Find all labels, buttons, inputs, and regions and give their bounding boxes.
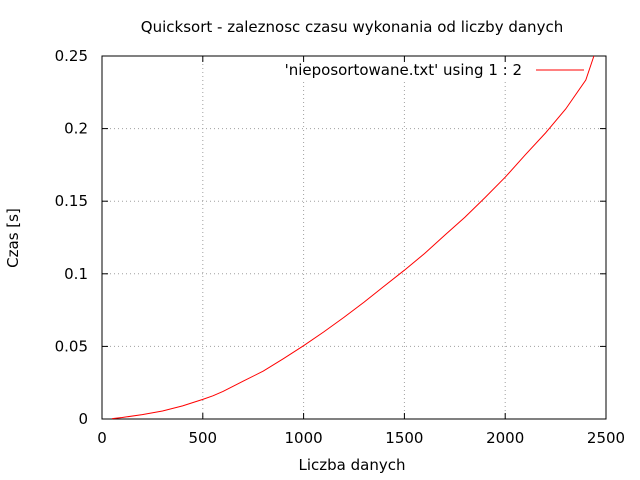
legend-entry-label: 'nieposortowane.txt' using 1 : 2 <box>285 61 522 79</box>
y-tick-label: 0.1 <box>64 265 88 283</box>
y-tick-label: 0.05 <box>55 337 88 355</box>
tick-labels: 0 500 1000 1500 2000 2500 0 0.05 0.1 0.15 0.2 0.25 <box>55 47 626 447</box>
series-line <box>112 55 595 420</box>
legend: 'nieposortowane.txt' using 1 : 2 <box>285 61 584 79</box>
y-tick-label: 0.2 <box>64 120 88 138</box>
x-tick-label: 1500 <box>385 429 423 447</box>
x-tick-label: 2500 <box>587 429 625 447</box>
x-tick-label: 1000 <box>285 429 323 447</box>
y-tick-label: 0 <box>78 410 88 428</box>
plot-frame <box>101 55 607 420</box>
y-tick-label: 0.25 <box>55 47 88 65</box>
y-axis-label: Czas [s] <box>4 208 22 268</box>
series <box>112 55 595 420</box>
axis-ticks <box>101 55 607 420</box>
x-tick-label: 0 <box>97 429 107 447</box>
x-tick-label: 2000 <box>486 429 524 447</box>
y-tick-label: 0.15 <box>55 192 88 210</box>
x-tick-label: 500 <box>188 429 217 447</box>
chart-title: Quicksort - zaleznosc czasu wykonania od… <box>141 18 563 36</box>
grid <box>102 56 606 419</box>
x-axis-label: Liczba danych <box>299 456 406 474</box>
